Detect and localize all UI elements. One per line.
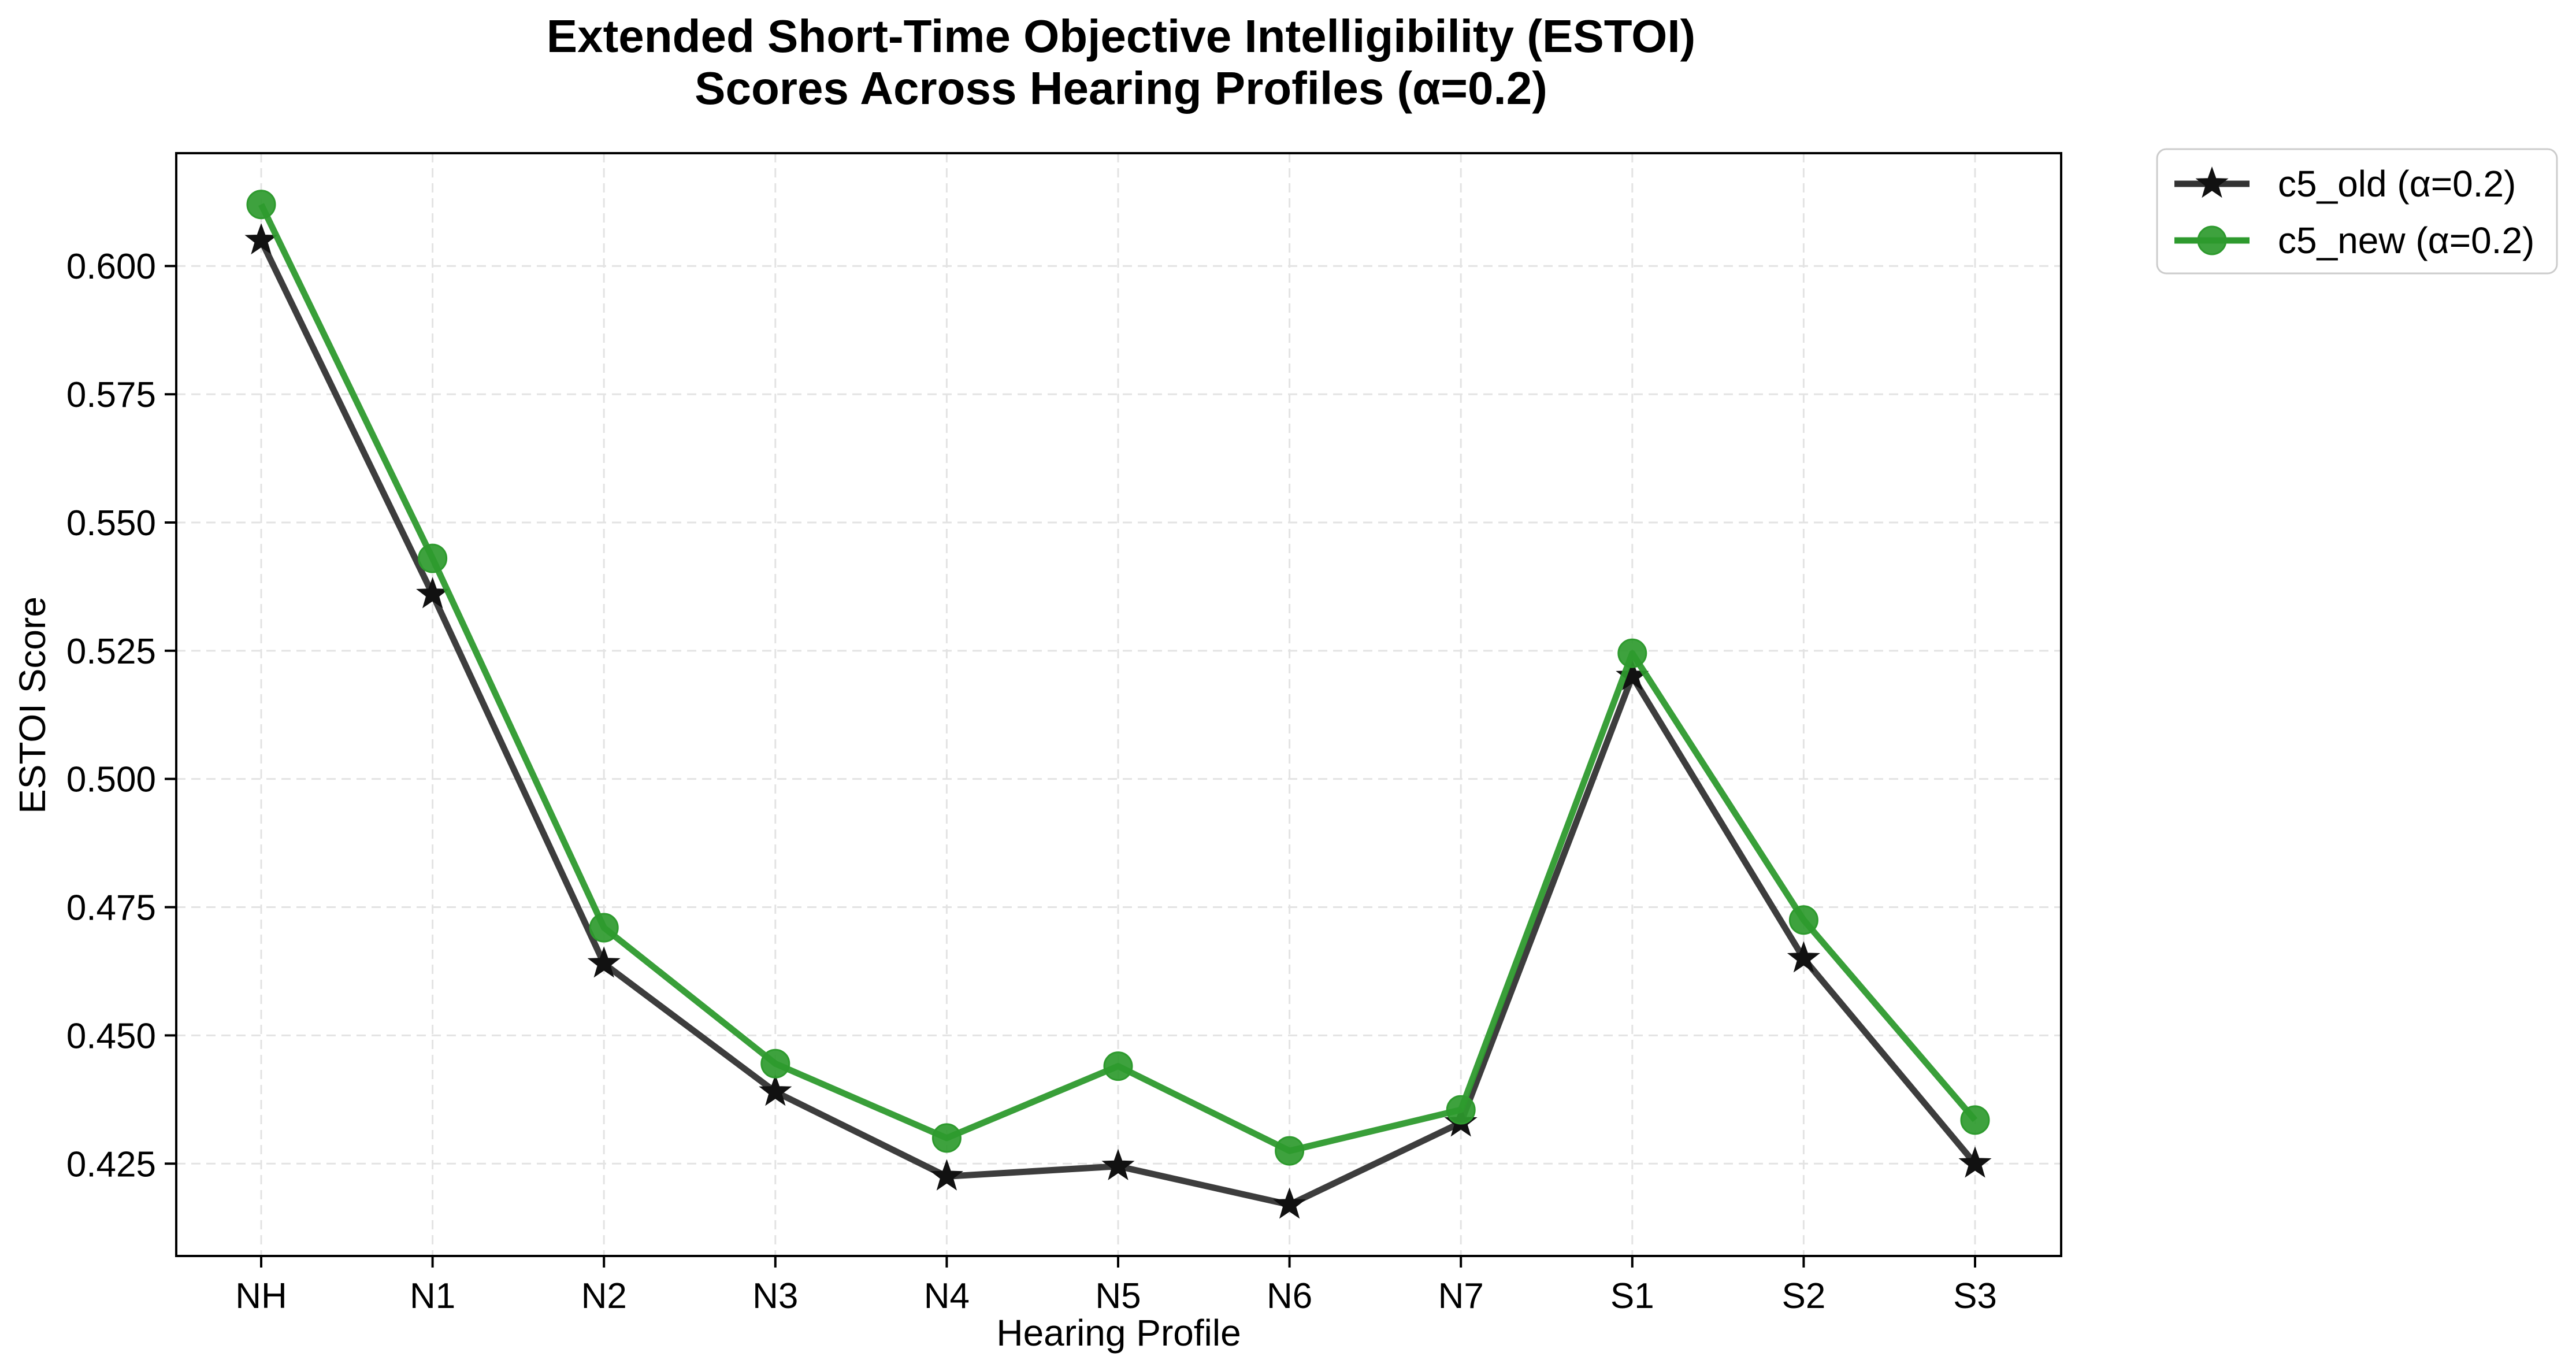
- data-point: [1617, 638, 1647, 668]
- x-axis-label: Hearing Profile: [996, 1312, 1241, 1354]
- data-point: [418, 543, 448, 573]
- data-point: [1273, 1187, 1306, 1219]
- y-tick-label: 0.475: [66, 888, 156, 928]
- x-tick-label: N7: [1438, 1276, 1484, 1316]
- y-tick-label: 0.525: [66, 632, 156, 672]
- legend-box: [2156, 148, 2558, 275]
- data-point: [244, 223, 278, 255]
- series-1: [246, 190, 1990, 1166]
- legend-marker: [2195, 166, 2229, 198]
- y-tick-label: 0.600: [66, 247, 156, 287]
- y-tick-label: 0.425: [66, 1144, 156, 1184]
- x-tick-label: N4: [924, 1276, 970, 1316]
- data-point: [760, 1048, 790, 1079]
- data-point: [1787, 941, 1820, 973]
- data-point: [930, 1159, 963, 1191]
- y-tick-label: 0.500: [66, 760, 156, 800]
- chart-title: Extended Short-Time Objective Intelligib…: [547, 10, 1695, 62]
- data-point: [587, 946, 621, 978]
- data-point: [1103, 1051, 1133, 1081]
- x-tick-label: N5: [1095, 1276, 1141, 1316]
- legend-marker: [2197, 225, 2227, 255]
- data-point: [1788, 905, 1818, 935]
- data-point: [931, 1123, 962, 1153]
- x-tick-label: N2: [581, 1276, 627, 1316]
- data-series: [244, 190, 1992, 1219]
- y-axis-label: ESTOI Score: [12, 596, 53, 814]
- grid-lines: [176, 153, 2061, 1256]
- data-point: [246, 190, 276, 220]
- x-tick-label: NH: [235, 1276, 287, 1316]
- data-point: [589, 913, 619, 943]
- x-tick-label: N1: [410, 1276, 455, 1316]
- y-tick-label: 0.550: [66, 503, 156, 543]
- legend-label: c5_old (α=0.2): [2278, 163, 2516, 205]
- chart-subtitle: Scores Across Hearing Profiles (α=0.2): [695, 62, 1547, 114]
- data-point: [1446, 1095, 1476, 1125]
- legend-item: c5_old (α=0.2): [2174, 163, 2516, 205]
- data-point: [1275, 1136, 1305, 1166]
- legend: c5_old (α=0.2) c5_new (α=0.2): [2156, 148, 2558, 275]
- y-tick-label: 0.450: [66, 1016, 156, 1056]
- data-point: [1101, 1148, 1135, 1180]
- legend-label: c5_new (α=0.2): [2278, 220, 2534, 261]
- data-point: [1960, 1105, 1990, 1135]
- x-tick-label: N3: [752, 1276, 798, 1316]
- y-tick-label: 0.575: [66, 375, 156, 415]
- data-point: [759, 1074, 792, 1106]
- legend-item: c5_new (α=0.2): [2174, 220, 2534, 261]
- chart-title-group: Extended Short-Time Objective Intelligib…: [547, 10, 1695, 114]
- data-point: [1958, 1146, 1992, 1178]
- series-line: [258, 203, 1978, 1154]
- x-tick-label: S3: [1953, 1276, 1997, 1316]
- x-tick-label: N6: [1267, 1276, 1312, 1316]
- axis-ticks: NH N1 N2 N3 N4 N5 N6 N7 S1 S2 S3 0.425 0.450 0.475 0.5…: [66, 247, 1997, 1316]
- x-tick-label: S1: [1610, 1276, 1654, 1316]
- x-tick-label: S2: [1781, 1276, 1825, 1316]
